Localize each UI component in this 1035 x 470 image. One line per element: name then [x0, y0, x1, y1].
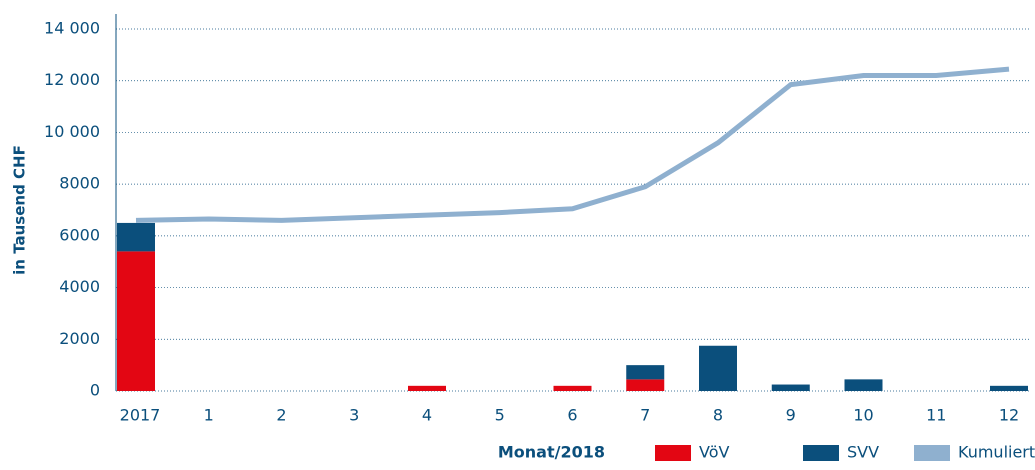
- legend-swatch: [914, 445, 950, 461]
- x-axis-title: Monat/2018: [498, 443, 605, 462]
- legend-label: Kumuliert: [958, 443, 1035, 462]
- y-tick-label: 4000: [59, 277, 100, 296]
- bar: [553, 385, 592, 391]
- x-tick-label: 4: [422, 406, 432, 425]
- y-tick-label: 14 000: [44, 19, 100, 38]
- bar: [699, 345, 737, 391]
- x-tick-label: 10: [853, 406, 873, 425]
- bar: [408, 385, 446, 391]
- legend-swatch: [655, 445, 691, 461]
- bar: [626, 379, 665, 391]
- x-tick-label: 12: [999, 406, 1019, 425]
- bar: [626, 365, 665, 380]
- y-tick-label: 0: [90, 381, 100, 400]
- x-tick-label: 11: [926, 406, 946, 425]
- bar: [844, 379, 883, 391]
- x-tick-label: 9: [786, 406, 796, 425]
- y-axis-title: in Tausend CHF: [11, 145, 29, 275]
- x-tick-label: 5: [495, 406, 505, 425]
- bar: [117, 222, 155, 252]
- y-tick-label: 12 000: [44, 70, 100, 89]
- line: [135, 66, 1010, 223]
- x-tick-label: 3: [349, 406, 359, 425]
- y-tick-label: 10 000: [44, 122, 100, 141]
- x-tick-label: 2017: [120, 406, 161, 425]
- x-tick-label: 2: [276, 406, 286, 425]
- legend-label: VöV: [699, 443, 729, 462]
- x-tick-label: 8: [713, 406, 723, 425]
- legend-label: SVV: [847, 443, 879, 462]
- legend-swatch: [803, 445, 839, 461]
- x-tick-label: 7: [640, 406, 650, 425]
- bar: [990, 385, 1028, 391]
- x-tick-label: 1: [204, 406, 214, 425]
- y-tick-label: 2000: [59, 329, 100, 348]
- x-tick-label: 6: [567, 406, 577, 425]
- y-tick-label: 8000: [59, 174, 100, 193]
- bar: [771, 384, 810, 391]
- y-tick-label: 6000: [59, 225, 100, 244]
- bar: [117, 251, 155, 391]
